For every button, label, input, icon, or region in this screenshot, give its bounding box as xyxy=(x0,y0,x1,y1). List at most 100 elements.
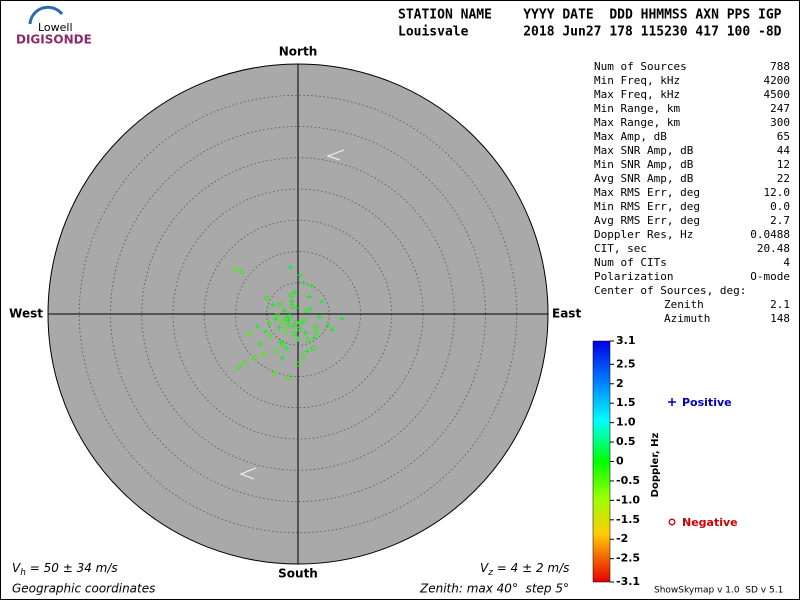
stat-value: 12 xyxy=(777,158,790,171)
direction-label: North xyxy=(279,45,317,59)
source-point xyxy=(291,331,297,337)
source-point xyxy=(261,352,267,358)
stat-label: Polarization xyxy=(594,270,673,283)
source-point xyxy=(271,370,277,376)
stat-label: Azimuth xyxy=(664,312,710,325)
source-point xyxy=(276,325,282,331)
source-point xyxy=(314,330,320,336)
source-point xyxy=(270,302,276,308)
source-point xyxy=(280,342,286,348)
stat-value: 65 xyxy=(777,130,790,143)
source-point xyxy=(301,317,307,323)
source-point xyxy=(281,308,287,314)
source-point xyxy=(267,333,273,339)
source-point xyxy=(305,337,311,343)
source-point xyxy=(313,324,318,329)
stat-label: Avg RMS Err, deg xyxy=(594,214,700,227)
source-point xyxy=(295,336,301,342)
colorbar-label: Doppler, Hz xyxy=(650,433,661,498)
colorbar xyxy=(592,340,611,583)
source-point xyxy=(301,280,307,286)
ghost-mark xyxy=(239,467,257,480)
source-point xyxy=(339,316,345,322)
colorbar-tick-label: 0 xyxy=(616,455,624,468)
source-point xyxy=(239,269,245,274)
source-point xyxy=(287,314,293,319)
stat-label: Min RMS Err, deg xyxy=(594,200,700,213)
legend-marker xyxy=(668,518,676,526)
coords-text: Geographic coordinates xyxy=(12,582,155,596)
source-point xyxy=(263,329,268,334)
stat-label: Doppler Res, Hz xyxy=(594,228,693,241)
header-line: STATION NAME YYYY DATE DDD HHMMSS AXN PP… xyxy=(398,8,782,23)
stat-label: Zenith xyxy=(664,298,704,311)
stat-value: 788 xyxy=(770,60,790,73)
direction-label: East xyxy=(552,307,581,321)
colorbar-tick-label: -1.0 xyxy=(616,493,640,506)
source-point xyxy=(233,266,238,272)
source-point xyxy=(279,355,285,361)
source-point xyxy=(283,329,288,334)
colorbar-tick-label: 0.5 xyxy=(616,435,636,448)
stat-label: Max Range, km xyxy=(594,116,680,129)
source-point xyxy=(258,341,263,347)
source-point xyxy=(273,349,279,354)
stat-value: 44 xyxy=(777,144,791,157)
source-point xyxy=(300,354,306,359)
stat-label: Num of CITs xyxy=(594,256,667,269)
colorbar-tick-label: -0.5 xyxy=(616,474,640,487)
source-point xyxy=(303,330,308,336)
source-point xyxy=(329,327,335,333)
header-line: Louisvale 2018 Jun27 178 115230 417 100 … xyxy=(398,25,782,40)
stat-value: 148 xyxy=(770,312,790,325)
legend-label: Negative xyxy=(682,516,738,529)
source-point xyxy=(306,294,312,299)
source-point xyxy=(290,324,296,329)
stat-value: O-mode xyxy=(750,270,790,283)
logo-top: Lowell xyxy=(38,21,73,34)
source-point xyxy=(296,326,302,332)
source-point xyxy=(304,349,310,354)
stat-label: Center of Sources, deg: xyxy=(594,284,746,297)
stat-value: 2.7 xyxy=(770,214,790,227)
stat-label: Min SNR Amp, dB xyxy=(594,158,694,171)
stat-value: 22 xyxy=(777,172,790,185)
stat-value: 12.0 xyxy=(764,186,791,199)
source-point xyxy=(246,331,252,337)
legend-marker xyxy=(668,398,676,406)
zenith-text: Zenith: max 40° step 5° xyxy=(419,582,569,596)
source-point xyxy=(303,308,309,314)
ghost-mark xyxy=(326,149,345,161)
source-point xyxy=(289,304,295,309)
source-point xyxy=(292,289,298,295)
source-point xyxy=(273,316,278,322)
source-point xyxy=(308,306,313,312)
direction-label: South xyxy=(278,567,318,581)
stat-value: 4500 xyxy=(764,88,791,101)
source-point xyxy=(294,305,300,311)
logo-bottom: DIGISONDE xyxy=(16,33,92,47)
source-point xyxy=(266,320,272,326)
colorbar-tick-label: 2.5 xyxy=(616,357,636,370)
version-text: ShowSkymap v 1.0 SD v 5.1 xyxy=(654,586,783,596)
stat-label: Max RMS Err, deg xyxy=(594,186,700,199)
source-point xyxy=(274,312,280,318)
vz-text: Vz = 4 ± 2 m/s xyxy=(480,561,569,578)
source-point xyxy=(319,299,325,304)
source-point xyxy=(284,345,290,351)
colorbar-tick-label: -2 xyxy=(616,532,628,545)
colorbar-tick-label: 2 xyxy=(616,377,624,390)
source-point xyxy=(309,283,315,289)
stat-value: 247 xyxy=(770,102,790,115)
source-point xyxy=(289,299,295,304)
source-point xyxy=(293,320,299,326)
source-point xyxy=(325,322,331,328)
colorbar-tick-label: -1.5 xyxy=(616,513,640,526)
source-point xyxy=(236,364,242,370)
source-point xyxy=(277,302,283,308)
stat-label: Max Freq, kHz xyxy=(594,88,680,101)
stat-value: 300 xyxy=(770,116,790,129)
stat-value: 4200 xyxy=(764,74,791,87)
stat-label: Max SNR Amp, dB xyxy=(594,144,694,157)
